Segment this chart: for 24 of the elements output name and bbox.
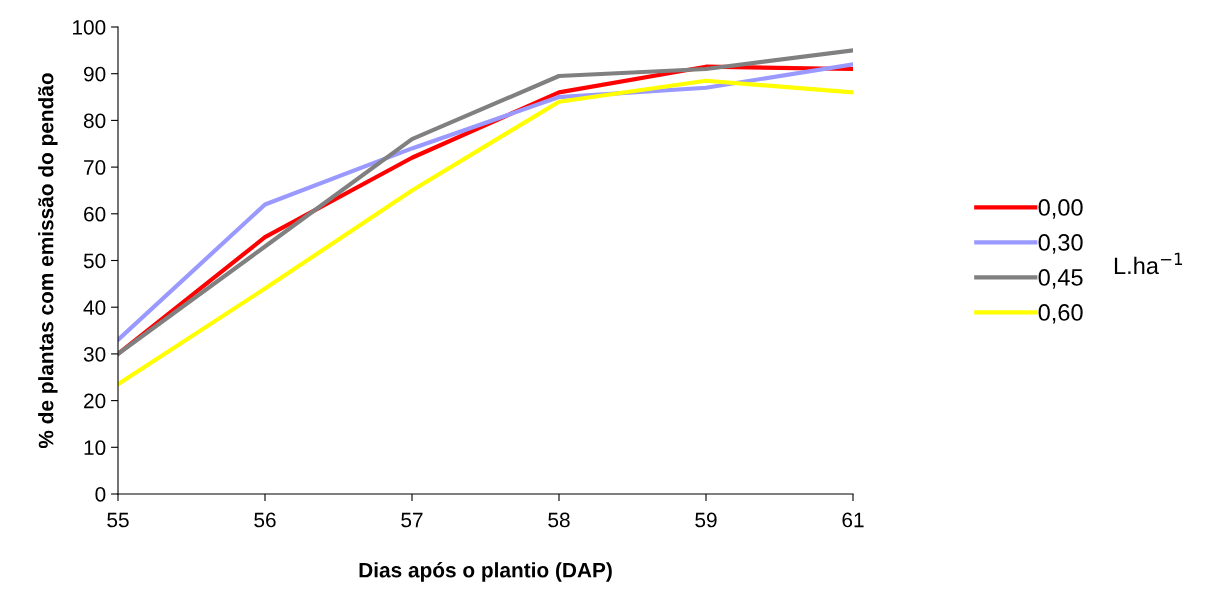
x-tick-label: 55 — [107, 512, 129, 528]
y-tick-label: 70 — [84, 160, 106, 175]
legend-title: L.ha$^{−1}$ — [1114, 252, 1183, 275]
legend-label: 0,00 — [1038, 199, 1083, 219]
legend-label: 0,45 — [1038, 269, 1083, 289]
y-tick-label: 90 — [84, 66, 106, 82]
y-tick-label: 100 — [73, 20, 106, 35]
legend-label: 0,30 — [1038, 234, 1083, 254]
y-tick-label: 60 — [84, 206, 106, 222]
x-tick-label: 56 — [254, 512, 276, 528]
y-tick-label: 10 — [84, 440, 106, 456]
y-tick-label: 20 — [84, 393, 106, 409]
x-tick-label: 59 — [695, 512, 717, 528]
y-axis-title: % de plantas com emissão do pendão — [38, 73, 58, 449]
y-tick-label: 50 — [83, 253, 106, 269]
y-tick-label: 0 — [95, 487, 106, 502]
y-tick-label: 30 — [83, 346, 106, 362]
x-axis-title: Dias após o plantio (DAP) — [359, 562, 612, 582]
x-tick-label: 61 — [842, 512, 864, 528]
y-tick-label: 80 — [83, 113, 106, 129]
legend-label: 0,60 — [1038, 304, 1083, 324]
y-tick-label: 40 — [83, 300, 106, 315]
x-tick-label: 58 — [548, 512, 570, 528]
x-tick-label: 57 — [401, 512, 423, 528]
